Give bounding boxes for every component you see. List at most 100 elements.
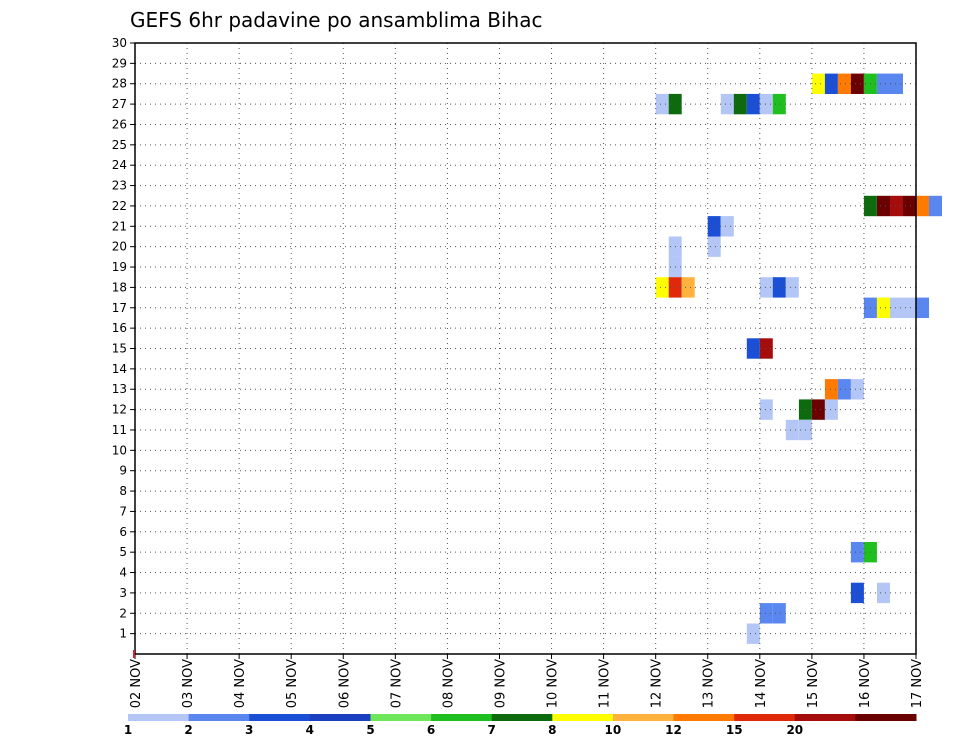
y-tick-label: 22 — [112, 199, 127, 213]
heat-cell — [720, 216, 734, 237]
heat-cell — [681, 277, 695, 298]
axis-layer: 1234567891011121314151617181920212223242… — [112, 36, 925, 708]
x-tick-label: 16 NOV — [858, 659, 873, 708]
heat-cell — [877, 297, 890, 318]
heat-cell — [759, 277, 773, 298]
x-tick-label: 07 NOV — [389, 659, 404, 708]
heat-cell — [811, 73, 825, 94]
heat-cell — [850, 542, 864, 563]
heat-cell — [759, 338, 773, 359]
colorbar-swatch — [612, 714, 674, 721]
y-tick-label: 18 — [112, 280, 127, 294]
y-tick-label: 23 — [112, 179, 127, 193]
heat-cell — [877, 73, 890, 94]
plot-frame — [134, 42, 917, 655]
y-tick-label: 8 — [119, 484, 127, 498]
heat-cell — [890, 195, 903, 217]
y-tick-label: 5 — [119, 545, 127, 559]
y-tick-label: 28 — [112, 77, 127, 91]
y-tick-label: 3 — [119, 586, 127, 600]
x-tick-label: 17 NOV — [910, 659, 925, 708]
heat-cell — [772, 603, 786, 624]
y-tick-label: 10 — [112, 443, 127, 457]
colorbar-swatch — [370, 714, 432, 721]
y-tick-label: 25 — [112, 138, 127, 152]
x-tick-label: 05 NOV — [285, 659, 300, 708]
heat-cell — [929, 195, 942, 217]
y-tick-label: 14 — [112, 362, 127, 376]
x-tick-label: 11 NOV — [598, 659, 613, 708]
y-tick-label: 20 — [112, 240, 127, 254]
heat-cell — [707, 236, 721, 257]
x-tick-label: 06 NOV — [337, 659, 352, 708]
colorbar-label: 10 — [605, 723, 622, 737]
heat-cell — [707, 216, 721, 237]
y-tick-label: 30 — [112, 36, 127, 50]
y-tick-label: 4 — [119, 566, 127, 580]
y-tick-label: 19 — [112, 260, 127, 274]
colorbar-swatch — [249, 714, 311, 721]
x-tick-label: 12 NOV — [650, 659, 665, 708]
y-tick-label: 17 — [112, 301, 127, 315]
colorbar-swatch — [673, 714, 735, 721]
colorbar-label: 5 — [366, 723, 374, 737]
heat-cell — [824, 399, 838, 420]
colorbar-label: 20 — [786, 723, 803, 737]
colorbar-swatch — [309, 714, 371, 721]
heat-cell — [746, 623, 760, 644]
colorbar-swatch — [188, 714, 250, 721]
colorbar-label: 1 — [124, 723, 132, 737]
colorbar-swatch — [855, 714, 917, 721]
heat-cell — [759, 603, 773, 624]
heat-cell — [720, 93, 734, 115]
y-tick-label: 6 — [119, 525, 127, 539]
heat-cell — [759, 93, 773, 115]
heat-cell — [903, 297, 916, 318]
y-tick-label: 24 — [112, 158, 127, 172]
heat-cell — [824, 379, 838, 400]
y-tick-label: 15 — [112, 342, 127, 356]
x-tick-label: 04 NOV — [233, 659, 248, 708]
colorbar-label: 2 — [184, 723, 192, 737]
colorbar-swatch — [431, 714, 493, 721]
heat-cell — [916, 297, 929, 318]
heat-cell — [655, 93, 669, 115]
heat-cell — [850, 73, 864, 94]
colorbar-label: 6 — [427, 723, 435, 737]
x-tick-label: 13 NOV — [702, 659, 717, 708]
y-tick-label: 1 — [119, 627, 127, 641]
y-tick-label: 26 — [112, 117, 127, 131]
cells-layer — [655, 73, 942, 644]
x-tick-label: 10 NOV — [546, 659, 561, 708]
heat-cell — [655, 277, 669, 298]
heat-cell — [890, 297, 903, 318]
heat-cell — [772, 93, 786, 115]
heat-cell — [746, 93, 760, 115]
y-tick-label: 12 — [112, 403, 127, 417]
heat-cell — [759, 399, 773, 420]
heat-cell — [916, 195, 929, 217]
colorbar-swatch — [734, 714, 796, 721]
x-tick-label: 15 NOV — [806, 659, 821, 708]
heat-cell — [850, 379, 864, 400]
y-tick-label: 27 — [112, 97, 127, 111]
heat-cell — [890, 73, 903, 94]
colorbar-swatch — [552, 714, 614, 721]
colorbar-label: 15 — [726, 723, 743, 737]
heat-cell — [877, 195, 890, 217]
heat-cell — [837, 379, 851, 400]
colorbar-label: 12 — [665, 723, 682, 737]
heat-cell — [772, 277, 786, 298]
y-tick-label: 16 — [112, 321, 127, 335]
heat-cell — [746, 338, 760, 359]
colorbar-swatch — [794, 714, 856, 721]
colorbar-label: 8 — [548, 723, 556, 737]
x-tick-label: 08 NOV — [441, 659, 456, 708]
heat-cell — [785, 277, 799, 298]
x-tick-label: 14 NOV — [754, 659, 769, 708]
y-tick-label: 11 — [112, 423, 127, 437]
colorbar-label: 4 — [306, 723, 314, 737]
y-tick-label: 21 — [112, 219, 127, 233]
